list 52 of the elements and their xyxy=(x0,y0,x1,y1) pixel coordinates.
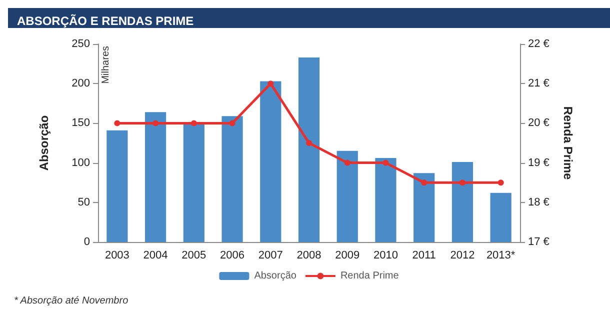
point xyxy=(229,120,236,126)
point xyxy=(268,80,274,87)
x-tick-label: 2013* xyxy=(486,250,516,262)
y-tick-label: 0 xyxy=(84,236,90,248)
y-tick-label: 250 xyxy=(72,38,90,50)
x-tick-label: 2007 xyxy=(258,250,283,262)
x-tick-label: 2003 xyxy=(104,250,130,262)
x-tick-label: 2009 xyxy=(335,250,360,262)
point xyxy=(459,180,466,186)
chart-title: ABSORÇÃO E RENDAS PRIME xyxy=(17,14,194,28)
point xyxy=(498,180,504,186)
bar xyxy=(183,123,204,242)
legend-label: Renda Prime xyxy=(340,270,400,282)
x-tick-label: 2004 xyxy=(143,250,168,262)
point xyxy=(382,160,389,166)
point xyxy=(344,160,350,166)
bar xyxy=(260,81,282,242)
bar xyxy=(336,150,358,242)
point xyxy=(306,140,312,146)
x-tick-label: 2012 xyxy=(450,250,475,262)
bar xyxy=(414,173,435,242)
y2-tick-label: 19 € xyxy=(528,156,550,169)
x-tick-label: 2005 xyxy=(182,250,206,262)
bar xyxy=(106,130,128,242)
point xyxy=(152,120,159,126)
y2-axis-title: Renda Prime xyxy=(561,106,575,180)
y-tick-label: 50 xyxy=(78,196,90,208)
point xyxy=(190,120,197,126)
y-axis-title: Absorção xyxy=(37,115,51,171)
bar xyxy=(452,162,474,242)
point xyxy=(114,120,120,126)
point xyxy=(421,180,428,186)
y2-tick-label: 17 € xyxy=(528,236,550,248)
y-tick-label: 200 xyxy=(72,78,90,90)
bar xyxy=(375,158,396,242)
y-tick-label: 100 xyxy=(72,156,90,169)
bar xyxy=(222,116,243,242)
legend-label: Absorção xyxy=(254,270,297,282)
x-tick-label: 2011 xyxy=(412,250,436,262)
x-tick-label: 2006 xyxy=(220,250,245,262)
bar xyxy=(144,112,166,242)
x-tick-label: 2008 xyxy=(296,250,322,262)
x-tick-label: 2010 xyxy=(373,250,398,262)
bar xyxy=(490,192,512,242)
bar xyxy=(298,57,320,242)
y2-tick-label: 22 € xyxy=(528,38,550,50)
y2-tick-label: 18 € xyxy=(528,196,550,208)
annotation: Milhares xyxy=(100,46,112,84)
y2-tick-label: 20 € xyxy=(528,117,550,130)
text: * Absorção até Novembro xyxy=(14,296,129,306)
y2-tick-label: 21 € xyxy=(528,78,550,90)
y-tick-label: 150 xyxy=(72,117,90,130)
